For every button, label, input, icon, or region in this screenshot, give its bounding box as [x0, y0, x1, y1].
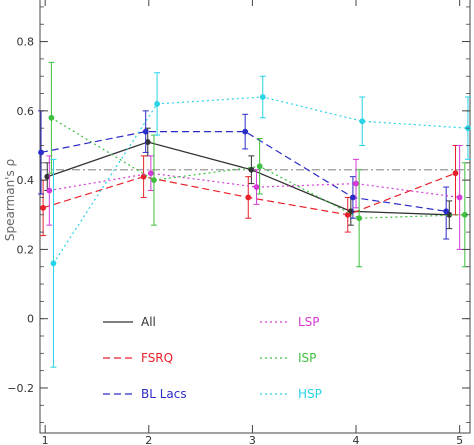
legend-label: ISP: [298, 351, 316, 365]
data-point: [245, 194, 252, 201]
data-point: [456, 194, 463, 201]
series-line: [40, 131, 447, 212]
series-lsp: [46, 144, 463, 250]
data-point: [350, 194, 356, 201]
series-fsrq: [40, 144, 459, 237]
legend-label: FSRQ: [141, 351, 173, 365]
data-point: [50, 260, 57, 267]
data-point: [151, 177, 157, 184]
legend-label: All: [141, 315, 156, 329]
plot-frame: [39, 0, 471, 434]
y-tick-label: 0.4: [17, 174, 35, 187]
x-tick-label: 3: [249, 434, 256, 445]
legend-label: BL Lacs: [141, 387, 187, 401]
data-point: [38, 149, 44, 156]
legend: All FSRQ BL Lacs LSP ISP HSP: [103, 315, 322, 401]
y-tick-label: 0.6: [17, 105, 35, 118]
data-point: [242, 128, 249, 135]
legend-item-hsp: HSP: [260, 387, 322, 401]
series-bl-lacs: [38, 110, 450, 240]
y-axis-label: Spearman's ρ: [3, 159, 17, 241]
legend-item-all: All: [103, 315, 156, 329]
data-point: [359, 118, 366, 125]
data-point: [452, 170, 459, 177]
plot-frame-rect: [39, 0, 471, 434]
series-line: [42, 172, 456, 216]
data-point: [256, 163, 263, 170]
series-group: [38, 61, 471, 368]
series-line: [52, 96, 468, 264]
data-point: [259, 94, 266, 100]
x-tick-label: 5: [456, 434, 463, 445]
legend-item-lsp: LSP: [260, 315, 320, 329]
data-point: [154, 101, 160, 107]
data-point: [443, 208, 450, 215]
data-point: [40, 204, 47, 211]
y-tick-label: 0.2: [17, 243, 35, 256]
data-point: [142, 128, 149, 135]
x-tick-label: 1: [42, 434, 49, 445]
series-isp: [48, 61, 468, 268]
data-point: [353, 180, 359, 187]
data-point: [48, 114, 55, 121]
x-tick-label: 2: [145, 434, 152, 445]
x-tick-label: 4: [353, 434, 360, 445]
data-point: [356, 215, 363, 222]
legend-item-fsrq: FSRQ: [103, 351, 173, 365]
data-point: [46, 187, 53, 194]
y-tick-label: −0.2: [7, 382, 34, 395]
legend-item-bl-lacs: BL Lacs: [103, 387, 187, 401]
data-point: [344, 211, 351, 218]
data-point: [147, 170, 154, 177]
data-point: [253, 184, 260, 190]
series-hsp: [50, 72, 471, 368]
legend-item-isp: ISP: [260, 351, 316, 365]
y-tick-label: 0.8: [17, 36, 35, 49]
ticks-group: 1 2 3 4 5 −0.2 0 0.2 0.4 0.6 0.8: [7, 0, 470, 445]
legend-label: LSP: [298, 315, 320, 329]
legend-label: HSP: [298, 387, 322, 401]
y-tick-label: 0: [27, 313, 34, 326]
